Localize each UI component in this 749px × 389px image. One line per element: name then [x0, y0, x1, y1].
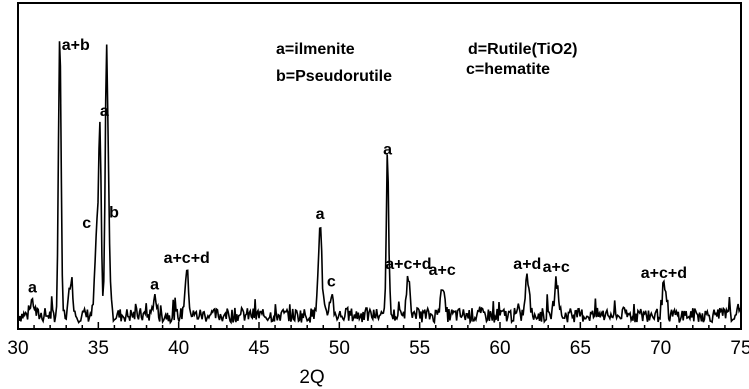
x-tick-label: 55	[409, 338, 430, 359]
x-tick-label: 40	[168, 338, 189, 359]
peak-label: a	[383, 141, 392, 158]
peak-label: a+b	[62, 37, 90, 54]
legend-pseudorutile: b=Pseudorutile	[276, 68, 392, 85]
peak-label: a	[100, 103, 109, 120]
peak-label: a	[316, 206, 325, 223]
peak-label: a+c+d	[164, 250, 210, 267]
peak-label: a+d	[513, 256, 541, 273]
peak-label: a	[28, 279, 37, 296]
x-axis-title: 2Q	[299, 367, 324, 388]
xrd-pattern-line	[17, 41, 742, 325]
x-tick-label: 65	[570, 338, 591, 359]
peak-label: a+c	[543, 259, 570, 276]
x-tick-label: 75	[730, 338, 749, 359]
x-tick-label: 45	[248, 338, 269, 359]
plot-frame	[17, 2, 742, 330]
peak-label: a+c+d	[385, 256, 431, 273]
legend-ilmenite: a=ilmenite	[276, 41, 355, 58]
peak-label: b	[109, 204, 119, 221]
x-tick-label: 60	[489, 338, 510, 359]
peak-label: a+c	[429, 262, 456, 279]
peak-label: a	[150, 277, 159, 294]
x-tick-label: 35	[88, 338, 109, 359]
tick-marks	[17, 322, 742, 329]
x-tick-label: 70	[650, 338, 671, 359]
legend-hematite: c=hematite	[466, 61, 550, 78]
x-tick-label: 30	[7, 338, 28, 359]
legend-rutile: d=Rutile(TiO2)	[468, 41, 578, 58]
peak-label: a+c+d	[641, 265, 687, 282]
peak-label: c	[82, 215, 91, 232]
x-tick-labels: 30 35 40 45 50 55 60 65 70 75	[7, 338, 749, 359]
x-tick-label: 50	[329, 338, 350, 359]
peak-label: c	[327, 274, 336, 291]
